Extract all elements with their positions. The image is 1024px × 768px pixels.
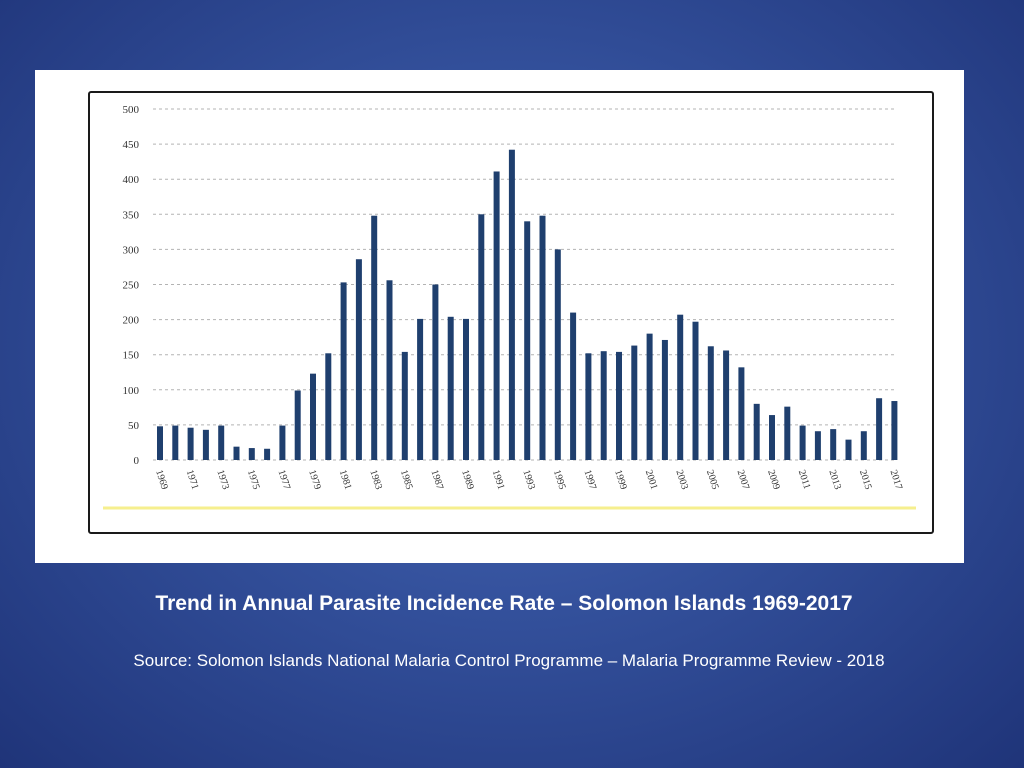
y-tick-label: 450	[123, 139, 140, 151]
bar	[310, 373, 316, 460]
bar	[570, 312, 577, 460]
y-tick-label: 100	[123, 385, 140, 397]
bar	[248, 448, 255, 460]
bar	[661, 339, 668, 460]
y-tick-label: 250	[123, 280, 140, 292]
bar	[830, 429, 837, 460]
y-tick-label: 500	[123, 104, 140, 116]
x-tick-label: 2007	[735, 469, 752, 491]
bar	[554, 249, 561, 460]
x-tick-label: 2011	[796, 469, 813, 491]
bar	[814, 431, 821, 460]
bar	[769, 415, 775, 460]
bar	[524, 221, 531, 460]
x-tick-label: 1987	[429, 469, 446, 491]
x-tick-label: 1985	[398, 469, 415, 491]
bar	[876, 398, 883, 460]
x-tick-label: 2015	[857, 469, 874, 491]
x-tick-label: 1983	[367, 469, 384, 491]
bar	[508, 149, 515, 460]
bar	[860, 431, 867, 460]
y-tick-label: 50	[128, 420, 140, 432]
bar	[692, 321, 699, 460]
x-tick-label: 1993	[520, 469, 537, 491]
bar	[386, 280, 393, 460]
bar	[585, 353, 592, 460]
x-tick-label: 2013	[826, 469, 843, 491]
x-tick-label: 1981	[337, 469, 354, 491]
x-tick-label: 1991	[490, 469, 507, 491]
bar	[218, 425, 225, 460]
bar	[233, 446, 240, 460]
bar	[784, 406, 791, 460]
bar-chart: 0 50 100 150 200 250 300 350 400 450 500 1969 1971 19…	[103, 104, 916, 510]
x-tick-label: 2001	[643, 469, 660, 491]
x-tick-label: 2005	[704, 469, 721, 491]
x-tick-label: 1995	[551, 469, 568, 491]
bar	[325, 353, 332, 460]
y-tick-label: 200	[123, 315, 140, 327]
bar	[753, 403, 760, 460]
x-tick-label: 1973	[214, 469, 231, 491]
bar	[294, 390, 301, 460]
bar	[723, 350, 730, 460]
x-tick-label: 1969	[153, 469, 170, 491]
x-tick-label: 1971	[184, 469, 201, 491]
bar	[172, 425, 179, 460]
x-tick-label: 2003	[673, 469, 690, 491]
bar	[707, 346, 714, 460]
x-tick-label: 1997	[582, 469, 599, 491]
caption-source: Source: Solomon Islands National Malaria…	[133, 651, 885, 670]
x-tick-label: 1979	[306, 469, 323, 491]
y-tick-label: 300	[123, 244, 140, 256]
bar	[417, 318, 424, 460]
bar	[340, 282, 347, 460]
bar	[738, 367, 745, 460]
y-tick-label: 400	[123, 174, 140, 186]
bar	[432, 284, 439, 460]
bar	[799, 425, 806, 460]
bar	[478, 214, 485, 460]
bar	[646, 333, 653, 460]
bar	[616, 351, 622, 460]
bar	[539, 215, 546, 460]
bar	[371, 215, 378, 460]
bar	[401, 351, 408, 460]
x-tick-label: 1975	[245, 469, 262, 491]
bar	[463, 318, 469, 460]
y-tick-label: 0	[134, 455, 140, 467]
bar	[202, 429, 209, 460]
y-tick-label: 350	[123, 209, 140, 221]
bar	[447, 316, 454, 460]
x-tick-label: 2009	[765, 469, 782, 491]
caption-title: Trend in Annual Parasite Incidence Rate …	[155, 592, 853, 615]
x-tick-label: 1989	[459, 469, 476, 491]
bar	[264, 448, 271, 460]
x-tick-label: 2017	[888, 469, 905, 491]
bar	[845, 439, 852, 460]
bar	[187, 427, 194, 460]
bar	[600, 351, 607, 460]
bar	[279, 425, 286, 460]
bar	[355, 259, 362, 460]
bar	[157, 426, 163, 460]
x-tick-label: 1999	[612, 469, 629, 491]
bar	[677, 314, 684, 460]
y-tick-label: 150	[123, 350, 140, 362]
bar	[493, 171, 500, 460]
bar	[891, 401, 898, 460]
bar	[631, 345, 638, 460]
x-tick-label: 1977	[276, 469, 293, 491]
